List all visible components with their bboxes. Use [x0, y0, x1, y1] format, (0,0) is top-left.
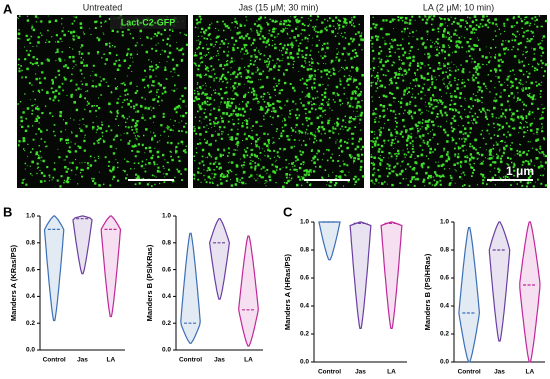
x-tick-label: Jas	[494, 369, 505, 376]
panel-label: B	[3, 204, 12, 219]
y-tick-label: 1.0	[300, 219, 309, 226]
y-axis-title: Manders A (KRas/PS)	[9, 244, 18, 321]
x-tick-label: Control	[458, 369, 481, 376]
scale-label: 1 μm	[506, 164, 534, 178]
panel-label: A	[3, 1, 13, 16]
x-tick-label: Control	[179, 357, 202, 364]
violin	[72, 215, 93, 275]
y-tick-label: 0.2	[300, 331, 309, 338]
y-tick-label: 1.0	[440, 219, 449, 226]
y-tick-label: 0.0	[26, 347, 35, 354]
image-title: Jas (15 μM; 30 min)	[239, 2, 319, 12]
y-axis-title: Manders B (PS/KRas)	[145, 244, 154, 321]
y-tick-label: 0.4	[26, 293, 35, 300]
y-tick-label: 0.4	[162, 293, 171, 300]
violin	[208, 218, 231, 300]
y-tick-label: 0.2	[26, 320, 35, 327]
violin	[488, 221, 511, 342]
x-tick-label: Control	[43, 357, 66, 364]
violin	[380, 221, 403, 329]
y-tick-label: 0.4	[440, 303, 449, 310]
y-axis-title: Manders A (HRas/PS)	[283, 253, 292, 330]
y-tick-label: 0.6	[162, 266, 171, 273]
y-tick-label: 1.0	[162, 213, 171, 220]
stain-label-bg	[110, 16, 186, 29]
y-tick-label: 0.8	[162, 240, 171, 247]
violin	[519, 221, 541, 363]
y-tick-label: 0.8	[440, 247, 449, 254]
gfp-speckles	[193, 15, 365, 188]
y-tick-label: 0.0	[300, 359, 309, 366]
x-tick-label: LA	[106, 357, 115, 364]
y-tick-label: 0.6	[26, 266, 35, 273]
micrograph	[370, 15, 547, 188]
y-tick-label: 0.2	[162, 320, 171, 327]
y-tick-label: 0.0	[440, 359, 449, 366]
y-tick-label: 0.8	[26, 240, 35, 247]
y-tick-label: 0.4	[300, 303, 309, 310]
x-tick-label: LA	[244, 357, 253, 364]
violin	[43, 215, 65, 322]
micrograph	[17, 15, 188, 188]
x-tick-label: Jas	[214, 357, 225, 364]
violin	[100, 215, 122, 318]
violin	[458, 227, 481, 363]
violin	[349, 221, 372, 329]
image-title: LA (2 μM; 10 min)	[423, 2, 494, 12]
y-tick-label: 0.2	[440, 331, 449, 338]
y-tick-label: 0.8	[300, 247, 309, 254]
y-axis-title: Manders B (PS/HRas)	[423, 253, 432, 330]
x-tick-label: Jas	[355, 369, 366, 376]
gfp-speckles	[17, 15, 189, 188]
stain-label: Lact-C2-GFP	[121, 17, 176, 27]
gfp-speckles	[370, 15, 548, 188]
x-tick-label: Control	[318, 369, 341, 376]
violin	[318, 221, 341, 261]
x-tick-label: LA	[525, 369, 534, 376]
y-tick-label: 0.6	[300, 275, 309, 282]
violin	[238, 235, 259, 347]
violin	[180, 232, 201, 344]
y-tick-label: 1.0	[26, 213, 35, 220]
x-tick-label: Jas	[77, 357, 88, 364]
y-tick-label: 0.0	[162, 347, 171, 354]
x-tick-label: LA	[387, 369, 396, 376]
y-tick-label: 0.6	[440, 275, 449, 282]
image-title: Untreated	[83, 2, 123, 12]
panel-label: C	[283, 204, 293, 219]
